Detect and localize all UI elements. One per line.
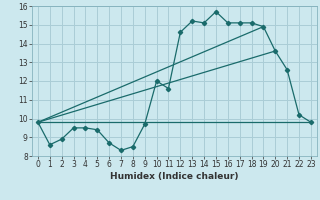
X-axis label: Humidex (Indice chaleur): Humidex (Indice chaleur) [110, 172, 239, 181]
